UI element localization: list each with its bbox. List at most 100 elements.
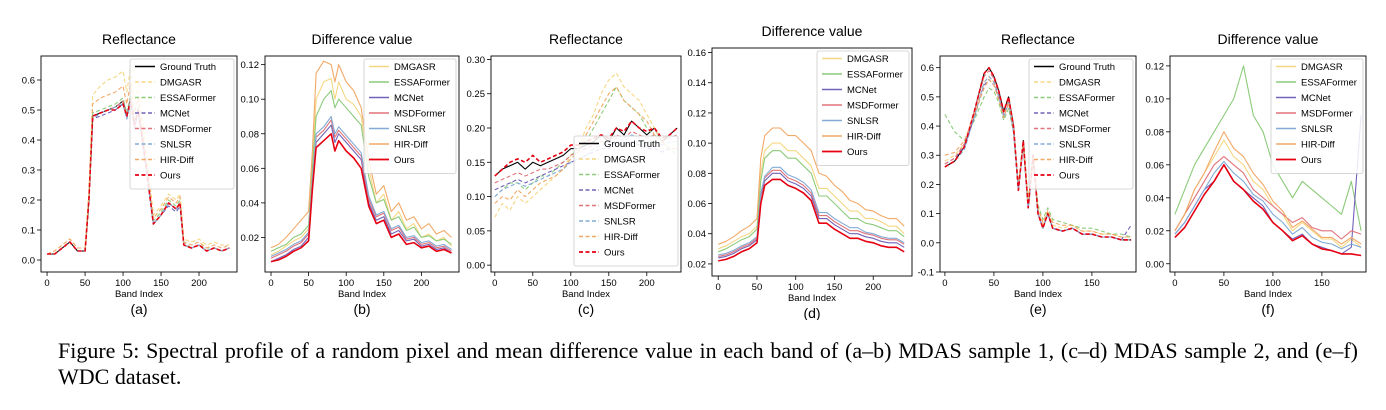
series-line-msdformer <box>270 119 452 259</box>
y-tick-label: 0.6 <box>22 76 35 87</box>
y-tick-label: 0.30 <box>467 55 486 66</box>
chart-panel-c: Reflectance 0 50 100 150 200 0.00 0.05 0.10 0.15 0… <box>467 31 682 317</box>
legend: DMGASR ESSAFormer MCNet MSDFormer SNLSR HIR-D… <box>363 58 457 174</box>
series-line-hir-diff <box>1174 131 1362 245</box>
series-line-hir-diff <box>718 127 905 245</box>
chart-panel-d: Difference value 0 50 100 150 200 0.02 0.04 0.06… <box>688 23 913 320</box>
legend-entry: Ours <box>394 155 415 166</box>
series-line-hir-diff <box>270 60 452 249</box>
legend-entry: MSDFormer <box>160 124 212 135</box>
x-tick-label: 50 <box>752 282 763 293</box>
series-line-msdformer <box>1174 156 1362 240</box>
x-axis-label: Band Index <box>562 289 610 300</box>
series-line-essaformer <box>718 150 905 253</box>
figure-caption: Figure 5: Spectral profile of a random p… <box>58 338 1358 389</box>
x-tick-label: 100 <box>115 278 131 289</box>
panel-label: (d) <box>803 305 820 320</box>
legend-entry: SNLSR <box>1059 140 1091 151</box>
legend-entry: Ground Truth <box>160 62 216 73</box>
chart-title: Reflectance <box>549 31 623 47</box>
legend-entry: MCNet <box>1059 109 1089 120</box>
legend-entry: MCNet <box>160 109 190 120</box>
series-line-essaformer <box>270 90 452 252</box>
x-axis-label: Band Index <box>1014 289 1062 300</box>
y-tick-label: 0.0 <box>921 238 934 249</box>
legend: Ground Truth DMGASR ESSAFormer MCNet MSDForm… <box>1028 58 1134 190</box>
y-tick-label: 0.04 <box>241 198 260 209</box>
y-tick-label: 0.4 <box>921 122 934 133</box>
legend: DMGASR ESSAFormer MCNet MSDFormer SNLSR HIR-D… <box>816 50 910 166</box>
legend-entry: Ours <box>604 248 625 259</box>
y-tick-label: 0.06 <box>688 199 707 210</box>
y-tick-label: 0.08 <box>1146 127 1165 138</box>
y-tick-label: 0.10 <box>1146 94 1165 105</box>
legend-box <box>816 50 910 166</box>
axes-frame <box>264 55 460 273</box>
x-tick-label: 0 <box>268 278 273 289</box>
legend-entry: SNLSR <box>394 124 426 135</box>
y-tick-label: 0.05 <box>467 226 486 237</box>
x-tick-label: 100 <box>1035 278 1051 289</box>
y-tick-label: 0.16 <box>688 48 707 59</box>
y-tick-label: 0.00 <box>1146 259 1165 270</box>
y-tick-label: -0.1 <box>918 268 934 279</box>
series-line-hir-diff <box>494 86 678 204</box>
series-line-ours <box>944 66 1132 241</box>
legend-entry: ESSAFormer <box>1301 78 1357 89</box>
x-tick-label: 50 <box>80 278 91 289</box>
x-tick-label: 0 <box>942 278 947 289</box>
y-tick-label: 0.1 <box>921 209 934 220</box>
series-line-mcnet <box>718 172 905 259</box>
x-tick-label: 150 <box>601 278 617 289</box>
chart-panel-b: Difference value 0 50 100 150 200 0.02 0.04 0.06… <box>241 31 460 317</box>
legend-entry: MCNet <box>847 85 877 96</box>
x-tick-label: 200 <box>413 278 429 289</box>
x-axis-label: Band Index <box>1244 289 1292 300</box>
legend-box <box>129 58 235 190</box>
y-tick-label: 0.3 <box>921 151 934 162</box>
series-group <box>1174 65 1362 257</box>
legend-entry: HIR-Diff <box>847 132 881 143</box>
axes-frame <box>1169 55 1367 273</box>
legend-entry: MSDFormer <box>394 109 446 120</box>
series-line-msdformer <box>718 169 905 257</box>
x-tick-label: 0 <box>492 278 497 289</box>
y-tick-label: 0.15 <box>467 158 486 169</box>
legend-entry: ESSAFormer <box>604 170 660 181</box>
legend: DMGASR ESSAFormer MCNet MSDFormer SNLSR HIR-D… <box>1270 58 1364 174</box>
y-tick-label: 0.14 <box>688 78 707 89</box>
x-axis-label: Band Index <box>338 289 386 300</box>
y-tick-label: 0.2 <box>22 196 35 207</box>
legend-entry: SNLSR <box>604 217 636 228</box>
x-tick-label: 100 <box>1265 278 1281 289</box>
legend-entry: SNLSR <box>1301 124 1333 135</box>
legend-box <box>573 135 679 267</box>
legend-entry: MCNet <box>394 93 424 104</box>
axes-frame <box>939 55 1137 273</box>
x-tick-label: 200 <box>191 278 207 289</box>
y-tick-label: 0.04 <box>688 229 707 240</box>
legend-entry: DMGASR <box>1301 62 1343 73</box>
y-tick-label: 0.4 <box>22 136 35 147</box>
series-line-snlsr <box>718 166 905 256</box>
chart-panel-f: Difference value 0 50 100 150 0.00 0.02 0.04 0.0… <box>1146 31 1367 317</box>
x-tick-label: 200 <box>639 278 655 289</box>
series-line-snlsr <box>1174 160 1362 250</box>
x-axis-label: Band Index <box>788 293 836 304</box>
legend-entry: ESSAFormer <box>847 70 903 81</box>
y-tick-label: 0.2 <box>921 180 934 191</box>
legend: Ground Truth DMGASR ESSAFormer MCNet MSDForm… <box>573 135 679 267</box>
series-group <box>944 66 1132 241</box>
y-tick-label: 0.5 <box>22 106 35 117</box>
chart-panel-e: Reflectance 0 50 100 150 -0.1 0.0 0.1 0.2 0.3 0.4 0… <box>918 31 1137 317</box>
series-line-ours <box>1174 164 1362 257</box>
panel-label: (e) <box>1029 301 1046 317</box>
panel-label: (f) <box>1261 301 1274 317</box>
series-line-dmgasr <box>718 142 905 250</box>
y-tick-label: 0.20 <box>467 124 486 135</box>
legend-entry: Ground Truth <box>1059 62 1115 73</box>
x-tick-label: 150 <box>1314 278 1330 289</box>
y-tick-label: 0.06 <box>1146 160 1165 171</box>
legend-box <box>1270 58 1364 174</box>
x-axis-label: Band Index <box>115 289 163 300</box>
